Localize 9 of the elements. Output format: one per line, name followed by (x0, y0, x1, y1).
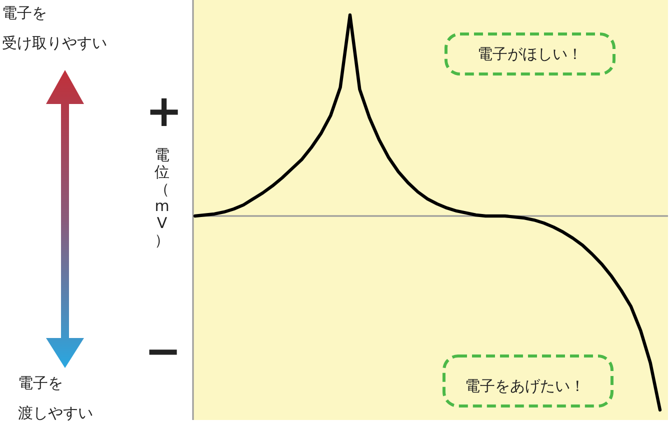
annotation: 電子をあげたい！ (465, 377, 585, 396)
annotation: − (144, 326, 182, 378)
annotation: 渡しやすい (18, 404, 93, 422)
annotation: 電子を (2, 4, 47, 22)
annotation: 受け取りやすい (2, 34, 107, 52)
ylabel: 電位（mV） (154, 146, 170, 249)
annotation: 電子がほしい！ (478, 45, 582, 64)
annotation: + (146, 86, 182, 138)
annotation: 電子を (18, 374, 63, 392)
